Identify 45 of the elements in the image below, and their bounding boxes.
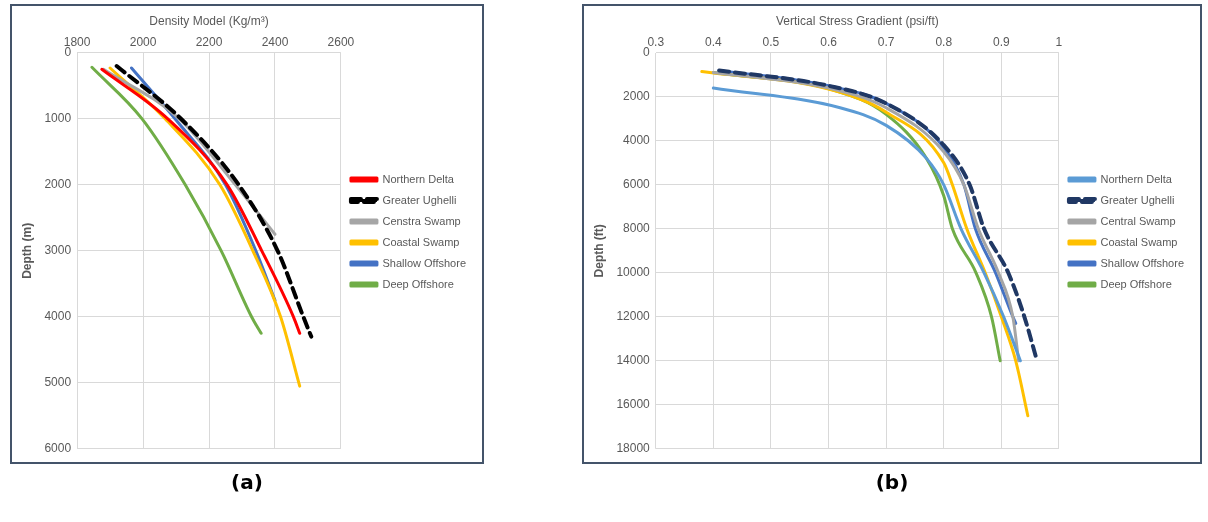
x-tick-label: 0.4 — [705, 34, 723, 49]
y-tick-label: 14000 — [616, 353, 651, 368]
legend-label: Shallow Offshore — [382, 256, 467, 269]
legend-label: Deep Offshore — [382, 277, 454, 290]
x-tick-label: 0.8 — [935, 34, 953, 49]
text: (b) — [874, 470, 910, 494]
legend-label: Northern Delta — [1100, 172, 1173, 185]
legend-label: Deep Offshore — [1100, 277, 1172, 290]
legend-label: Central Swamp — [1100, 214, 1176, 227]
legend-label: Greater Ughelli — [382, 193, 457, 206]
y-tick-label: 8000 — [623, 221, 651, 236]
x-tick-label: 2600 — [327, 34, 355, 49]
legend-label: Greater Ughelli — [1100, 193, 1175, 206]
legend-label: Northern Delta — [382, 172, 455, 185]
y-tick-label: 2000 — [44, 177, 72, 192]
y-tick-label: 4000 — [623, 133, 651, 148]
x-tick-label: 1 — [1055, 34, 1063, 49]
y-tick-label: 6000 — [623, 177, 651, 192]
y-tick-label: 12000 — [616, 309, 651, 324]
legend-label: Censtra Swamp — [382, 214, 461, 227]
x-tick-label: 0.6 — [820, 34, 838, 49]
y-tick-label: 3000 — [44, 243, 72, 258]
legend-label: Coastal Swamp — [382, 235, 460, 248]
y-tick-label: 16000 — [616, 397, 651, 412]
line-series — [90, 65, 263, 335]
y-tick-label: 10000 — [616, 265, 651, 280]
legend-label: Shallow Offshore — [1100, 256, 1185, 269]
text: (a) — [230, 470, 264, 494]
y-tick-label: 18000 — [616, 441, 651, 456]
y-tick-label: 1000 — [44, 111, 72, 126]
x-tick-label: 0.5 — [762, 34, 780, 49]
y-tick-label: 4000 — [44, 309, 72, 324]
x-axis-title: Density Model (Kg/m³) — [149, 13, 269, 28]
x-tick-label: 0.7 — [877, 34, 895, 49]
x-tick-label: 2200 — [195, 34, 223, 49]
x-tick-label: 2400 — [261, 34, 289, 49]
y-tick-label: 5000 — [44, 375, 72, 390]
x-tick-label: 0.9 — [993, 34, 1011, 49]
legend-label: Coastal Swamp — [1100, 235, 1178, 248]
x-axis-title: Vertical Stress Gradient (psi/ft) — [775, 13, 939, 28]
x-tick-label: 2000 — [129, 34, 157, 49]
y-axis-title: Depth (ft) — [591, 224, 606, 278]
y-axis-title: Depth (m) — [19, 222, 34, 279]
y-tick-label: 2000 — [623, 89, 651, 104]
y-tick-label: 6000 — [44, 441, 72, 456]
